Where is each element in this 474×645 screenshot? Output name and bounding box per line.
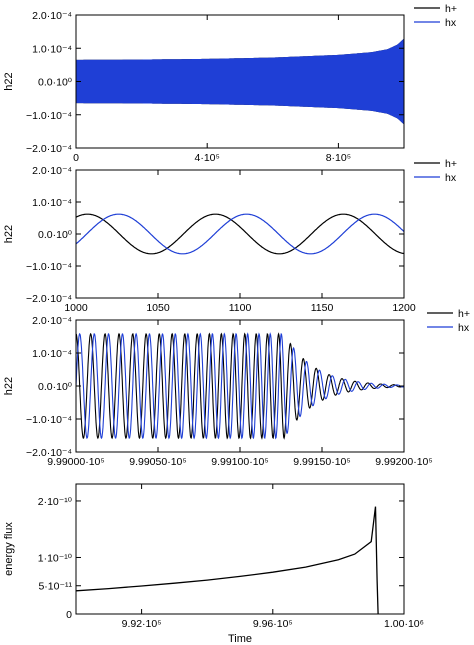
x-tick-label: 9.96·10⁵ [253,618,293,630]
plot-frame [75,169,405,299]
y-tick-label: 2·10⁻¹⁰ [38,496,73,508]
series-line-hplus [76,332,404,440]
x-tick-label: 1.00·10⁶ [384,618,424,630]
series-hx-band [76,38,404,125]
x-tick-label: 1200 [392,302,416,314]
x-tick-label: 9.99050·10⁵ [129,456,186,468]
plot-data [76,213,404,255]
y-tick-label: −1.0·10⁻⁴ [26,414,72,426]
series-line-energy-flux [76,506,379,614]
chart-panel-1: 0 4·10⁵ 8·10⁵ 2.0·10⁻⁴ 1.0·10⁻⁴ 0.0·10⁰ −1.0·1… [3,3,457,164]
x-tick-label: 1000 [64,302,88,314]
y-tick-label: 2.0·10⁻⁴ [32,315,72,327]
y-tick-label: 0.0·10⁰ [38,229,73,241]
legend-label: hx [458,322,470,334]
y-tick-label: −1.0·10⁻⁴ [26,261,72,273]
y-tick-label: 0.0·10⁰ [38,77,73,89]
series-line-hx [76,213,404,255]
legend-label: h+ [445,3,457,15]
legend-label: hx [445,17,457,29]
y-tick-label: −2.0·10⁻⁴ [26,447,72,459]
x-axis-label: Time [228,633,252,645]
x-tick-label: 9.99150·10⁵ [293,456,350,468]
y-axis-label: h22 [3,377,15,395]
y-tick-label: 0.0·10⁰ [38,381,73,393]
x-tick-label: 4·10⁵ [195,152,220,164]
y-axis-label: h22 [3,225,15,243]
y-axis-label: energy flux [3,522,15,576]
y-tick-label: 2.0·10⁻⁴ [32,165,72,177]
panels: 0 4·10⁵ 8·10⁵ 2.0·10⁻⁴ 1.0·10⁻⁴ 0.0·10⁰ −1.0·1… [3,3,470,645]
legend: h+ hx [414,158,457,184]
chart-panel-4: 9.92·10⁵ 9.96·10⁵ 1.00·10⁶ 2·10⁻¹⁰ 1·10⁻¹⁰ 5·… [3,483,424,645]
plot-data [76,332,404,440]
x-tick-label: 1100 [229,302,252,314]
legend: h+ hx [414,3,457,29]
y-tick-label: 1.0·10⁻⁴ [32,348,72,360]
plot-data [76,38,404,125]
legend: h+ hx [427,308,470,334]
legend-label: hx [445,172,457,184]
y-tick-label: 1.0·10⁻⁴ [32,197,72,209]
x-tick-label: 9.99200·10⁵ [375,456,432,468]
plot-frame [75,483,405,615]
y-tick-label: −1.0·10⁻⁴ [26,110,72,122]
y-tick-label: 1·10⁻¹⁰ [38,552,73,564]
plot-data [76,506,379,614]
chart-panel-3: 9.99000·10⁵ 9.99050·10⁵ 9.99100·10⁵ 9.99150… [3,308,470,468]
x-tick-label: 1150 [311,302,334,314]
legend-label: h+ [445,158,457,170]
chart-panel-2: 1000 1050 1100 1150 1200 2.0·10⁻⁴ 1.0·10⁻⁴ 0.0·… [3,158,457,314]
x-tick-label: 9.99100·10⁵ [211,456,268,468]
y-tick-label: 1.0·10⁻⁴ [32,43,72,55]
x-tick-label: 9.99000·10⁵ [47,456,104,468]
y-tick-label: −2.0·10⁻⁴ [26,293,72,305]
x-tick-label: 9.92·10⁵ [122,618,162,630]
y-tick-label: −2.0·10⁻⁴ [26,143,72,155]
x-tick-label: 1050 [146,302,170,314]
y-axis-label: h22 [3,72,15,90]
y-tick-label: 2.0·10⁻⁴ [32,10,72,22]
legend-label: h+ [458,308,470,320]
series-line-hx [76,332,404,440]
y-tick-label: 0 [66,609,72,621]
x-tick-label: 0 [73,152,79,164]
series-line-hplus [76,213,404,255]
y-tick-label: 5·10⁻¹¹ [38,581,72,593]
x-tick-label: 8·10⁵ [326,152,351,164]
